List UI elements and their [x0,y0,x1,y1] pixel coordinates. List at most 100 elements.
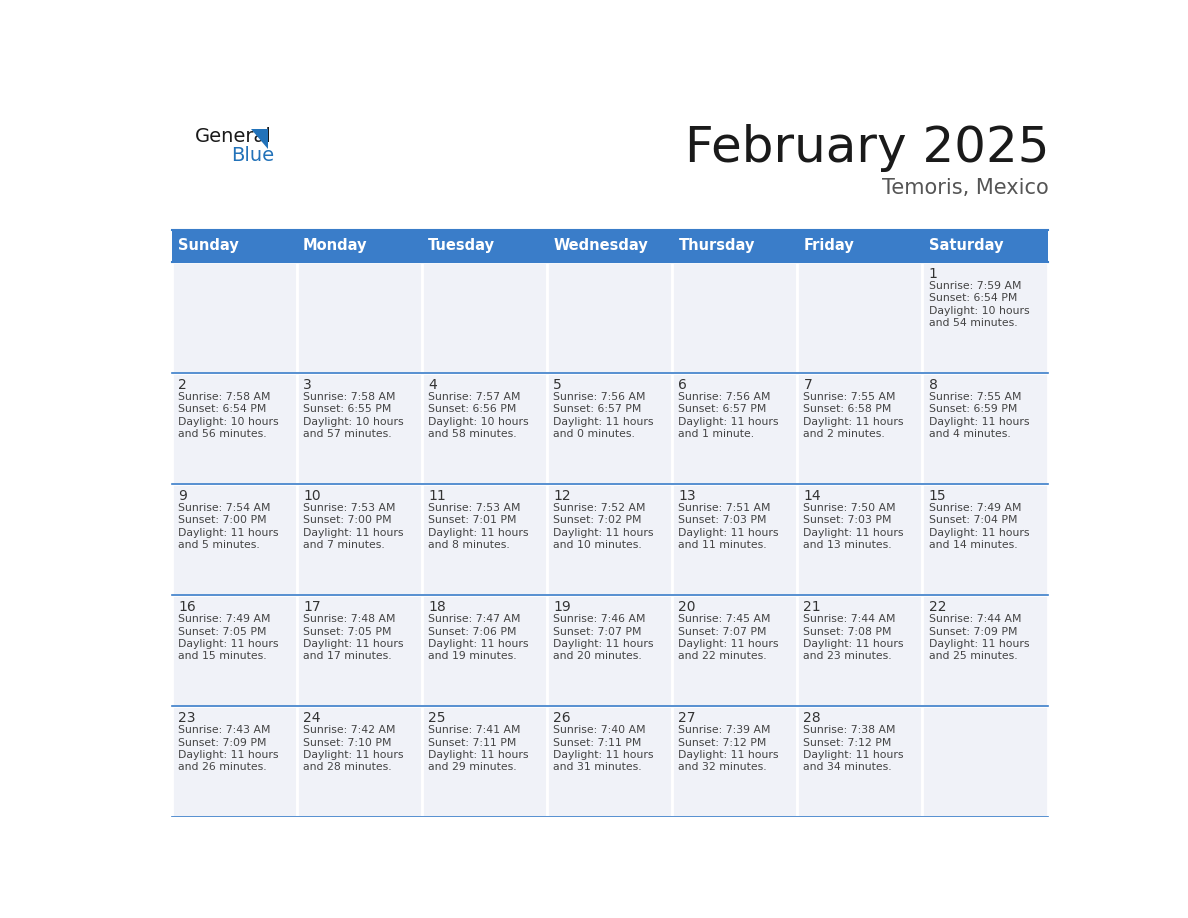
Text: Daylight: 11 hours: Daylight: 11 hours [554,750,653,760]
Bar [672,230,797,262]
Bar [922,595,1048,706]
Text: Sunrise: 7:55 AM: Sunrise: 7:55 AM [929,392,1022,402]
Text: Sunrise: 7:43 AM: Sunrise: 7:43 AM [178,725,271,735]
Text: Saturday: Saturday [929,238,1003,253]
Text: Temoris, Mexico: Temoris, Mexico [883,178,1049,198]
Text: Sunset: 7:03 PM: Sunset: 7:03 PM [803,516,892,525]
Text: Daylight: 10 hours: Daylight: 10 hours [178,417,278,427]
Text: Daylight: 11 hours: Daylight: 11 hours [178,750,278,760]
Text: Sunset: 7:02 PM: Sunset: 7:02 PM [554,516,642,525]
Text: and 5 minutes.: and 5 minutes. [178,540,260,550]
Text: 8: 8 [929,378,937,392]
Bar [297,373,422,484]
Text: 24: 24 [303,711,321,725]
Text: Sunrise: 7:39 AM: Sunrise: 7:39 AM [678,725,771,735]
Text: 10: 10 [303,489,321,503]
Bar [922,230,1048,262]
Bar [922,373,1048,484]
Bar [797,373,922,484]
Text: 14: 14 [803,489,821,503]
Text: 25: 25 [428,711,446,725]
Text: and 22 minutes.: and 22 minutes. [678,651,767,661]
Text: Daylight: 11 hours: Daylight: 11 hours [303,639,404,649]
Text: Daylight: 11 hours: Daylight: 11 hours [554,417,653,427]
Text: General: General [195,127,272,146]
Text: Sunset: 7:11 PM: Sunset: 7:11 PM [554,737,642,747]
Text: Sunrise: 7:53 AM: Sunrise: 7:53 AM [428,503,520,513]
Text: Sunset: 7:04 PM: Sunset: 7:04 PM [929,516,1017,525]
Text: Sunset: 7:11 PM: Sunset: 7:11 PM [428,737,517,747]
Text: 12: 12 [554,489,571,503]
Text: 15: 15 [929,489,946,503]
Text: Sunset: 7:06 PM: Sunset: 7:06 PM [428,626,517,636]
Text: Sunset: 6:59 PM: Sunset: 6:59 PM [929,405,1017,414]
Text: Sunset: 7:09 PM: Sunset: 7:09 PM [178,737,266,747]
Text: 5: 5 [554,378,562,392]
Text: and 29 minutes.: and 29 minutes. [428,762,517,772]
Bar [546,706,672,817]
Text: Sunrise: 7:51 AM: Sunrise: 7:51 AM [678,503,771,513]
Text: Sunrise: 7:54 AM: Sunrise: 7:54 AM [178,503,271,513]
Bar [546,484,672,595]
Text: 20: 20 [678,600,696,614]
Text: Sunset: 7:05 PM: Sunset: 7:05 PM [303,626,392,636]
Text: Sunrise: 7:38 AM: Sunrise: 7:38 AM [803,725,896,735]
Text: 19: 19 [554,600,571,614]
Text: February 2025: February 2025 [684,124,1049,172]
Text: 2: 2 [178,378,187,392]
Text: Sunset: 6:55 PM: Sunset: 6:55 PM [303,405,391,414]
Text: 9: 9 [178,489,187,503]
Text: and 26 minutes.: and 26 minutes. [178,762,266,772]
Text: 13: 13 [678,489,696,503]
Text: Daylight: 11 hours: Daylight: 11 hours [554,528,653,538]
Text: Sunset: 6:57 PM: Sunset: 6:57 PM [554,405,642,414]
Text: Sunrise: 7:46 AM: Sunrise: 7:46 AM [554,614,646,624]
Bar [546,595,672,706]
Bar [922,262,1048,373]
Text: Sunrise: 7:41 AM: Sunrise: 7:41 AM [428,725,520,735]
Text: 4: 4 [428,378,437,392]
Text: Sunset: 6:54 PM: Sunset: 6:54 PM [178,405,266,414]
Bar [172,262,297,373]
Bar [546,373,672,484]
Text: Sunrise: 7:49 AM: Sunrise: 7:49 AM [929,503,1022,513]
Text: Daylight: 11 hours: Daylight: 11 hours [303,528,404,538]
Text: and 20 minutes.: and 20 minutes. [554,651,642,661]
Bar [297,484,422,595]
Text: Sunrise: 7:50 AM: Sunrise: 7:50 AM [803,503,896,513]
Text: and 57 minutes.: and 57 minutes. [303,429,392,439]
Text: Daylight: 11 hours: Daylight: 11 hours [803,750,904,760]
Text: Daylight: 11 hours: Daylight: 11 hours [803,639,904,649]
Bar [797,484,922,595]
Text: Sunset: 7:05 PM: Sunset: 7:05 PM [178,626,266,636]
Text: 16: 16 [178,600,196,614]
Text: Sunset: 7:00 PM: Sunset: 7:00 PM [178,516,266,525]
Bar [922,484,1048,595]
Text: 17: 17 [303,600,321,614]
Text: Sunset: 7:12 PM: Sunset: 7:12 PM [678,737,766,747]
Text: Sunset: 7:09 PM: Sunset: 7:09 PM [929,626,1017,636]
Text: and 19 minutes.: and 19 minutes. [428,651,517,661]
Bar [422,706,546,817]
Text: Sunset: 7:08 PM: Sunset: 7:08 PM [803,626,892,636]
Text: and 54 minutes.: and 54 minutes. [929,318,1017,328]
Text: and 25 minutes.: and 25 minutes. [929,651,1017,661]
Text: Sunset: 7:07 PM: Sunset: 7:07 PM [554,626,642,636]
Text: Daylight: 11 hours: Daylight: 11 hours [929,639,1029,649]
Text: and 17 minutes.: and 17 minutes. [303,651,392,661]
Text: Sunrise: 7:56 AM: Sunrise: 7:56 AM [554,392,646,402]
Text: Sunrise: 7:59 AM: Sunrise: 7:59 AM [929,281,1022,291]
Text: Daylight: 11 hours: Daylight: 11 hours [803,528,904,538]
Text: Sunset: 6:58 PM: Sunset: 6:58 PM [803,405,892,414]
Text: and 58 minutes.: and 58 minutes. [428,429,517,439]
Text: 1: 1 [929,267,937,281]
Text: and 23 minutes.: and 23 minutes. [803,651,892,661]
Text: Sunrise: 7:44 AM: Sunrise: 7:44 AM [929,614,1022,624]
Text: Wednesday: Wednesday [554,238,649,253]
Bar [797,706,922,817]
Text: and 11 minutes.: and 11 minutes. [678,540,767,550]
Bar [172,373,297,484]
Bar [297,262,422,373]
Bar [797,230,922,262]
Text: Daylight: 10 hours: Daylight: 10 hours [428,417,529,427]
